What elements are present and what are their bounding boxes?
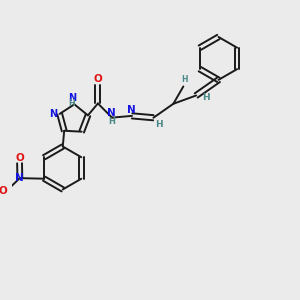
Text: O: O <box>15 153 24 163</box>
Text: N: N <box>15 173 24 183</box>
Text: H: H <box>202 93 210 102</box>
Text: N: N <box>128 105 136 115</box>
Text: H: H <box>69 99 75 108</box>
Text: O: O <box>0 186 8 196</box>
Text: H: H <box>155 120 162 129</box>
Text: H: H <box>108 117 115 126</box>
Text: N: N <box>49 109 57 119</box>
Text: O: O <box>94 74 102 84</box>
Text: H: H <box>181 75 188 84</box>
Text: N: N <box>107 108 116 118</box>
Text: N: N <box>68 93 76 103</box>
